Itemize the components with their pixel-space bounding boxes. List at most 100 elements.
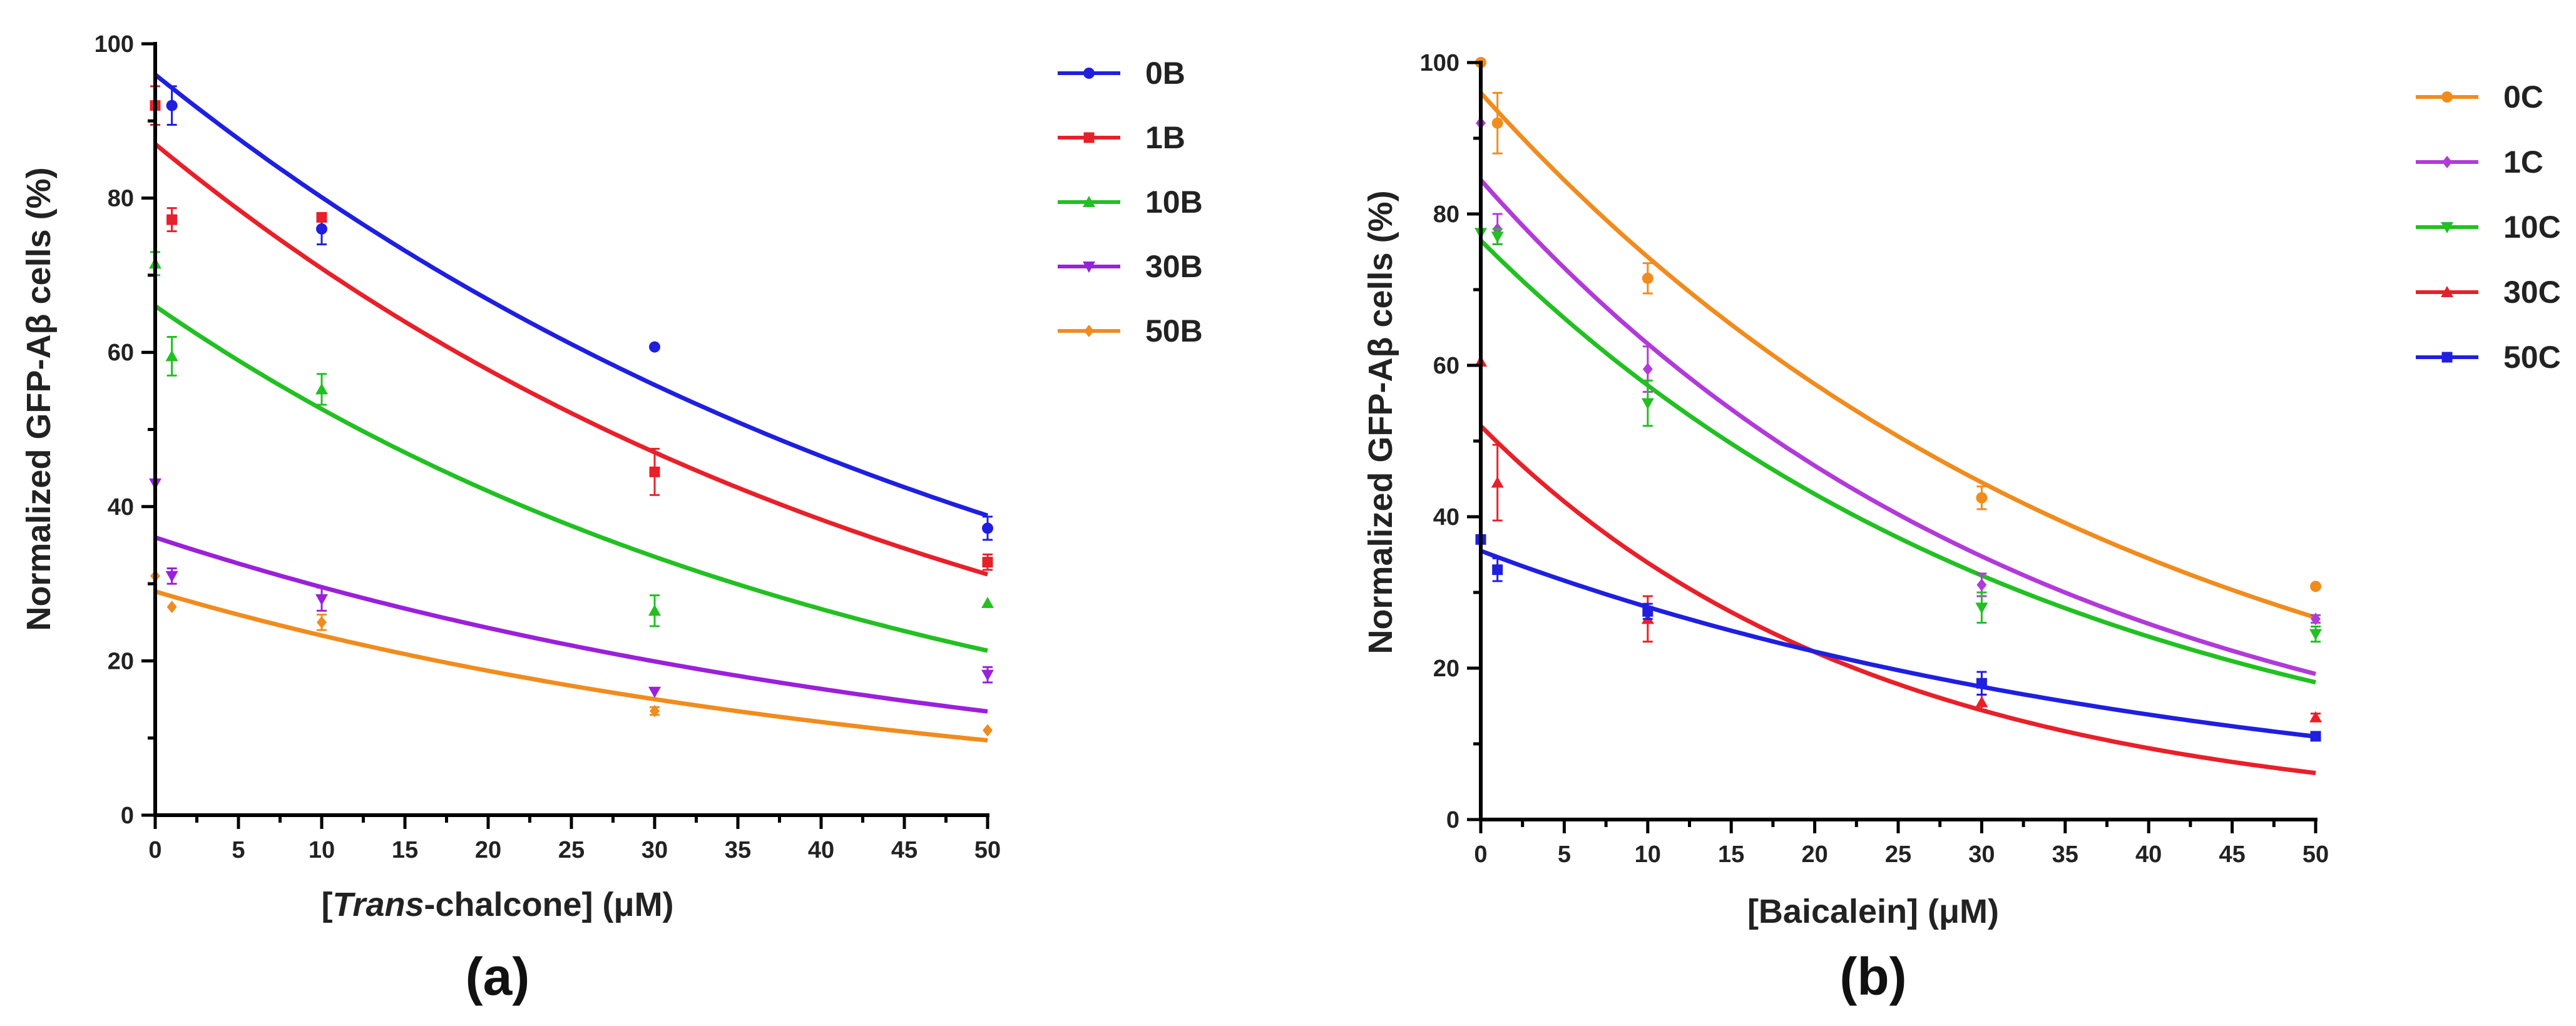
legend-label-10B: 10B [1145, 185, 1203, 220]
data-point-1C [1976, 578, 1987, 591]
data-point-50B [317, 616, 327, 629]
legend-b: 0C 1C 10C 30C 50C [2416, 79, 2561, 375]
y-tick-label-a: 100 [95, 31, 134, 58]
fit-curve-0B [153, 73, 989, 518]
x-axis-title-a: [Trans-chalcone] (μM) [321, 886, 673, 923]
x-tick-label-a: 5 [232, 837, 245, 863]
y-tick-label-b: 0 [1446, 807, 1459, 833]
fit-curve-50C [1480, 549, 2316, 739]
data-point-0C [1976, 492, 1988, 504]
x-axis-title-b: [Baicalein] (μM) [1747, 893, 1999, 930]
data-point-10B [165, 350, 178, 362]
x-tick-label-b: 10 [1635, 841, 1661, 868]
legend-marker-1C [2442, 156, 2452, 168]
data-point-10B [315, 383, 328, 395]
data-point-0B [166, 99, 178, 111]
x-tick-label-b: 35 [2052, 841, 2078, 868]
data-point-30C [2309, 711, 2322, 723]
data-point-1C [2311, 612, 2321, 626]
x-tick-label-b: 25 [1885, 841, 1911, 868]
data-point-50C [2310, 731, 2321, 742]
data-point-50B [983, 724, 993, 737]
x-tick-label-a: 35 [725, 837, 751, 863]
x-tick-label-a: 30 [641, 837, 668, 863]
y-tick-label-b: 20 [1433, 656, 1459, 682]
data-point-30B [981, 669, 994, 681]
data-point-30B [648, 686, 661, 698]
legend-marker-10B [1083, 196, 1095, 207]
fit-curve-10B [154, 304, 988, 653]
data-point-10B [648, 604, 661, 616]
y-tick-label-b: 80 [1433, 201, 1459, 228]
y-axis-title-b: Normalized GFP-Aβ cells (%) [1362, 190, 1399, 654]
legend-marker-50C [2441, 352, 2453, 363]
data-point-0B [982, 522, 993, 534]
fit-curve-0C [1479, 91, 2317, 620]
data-point-30C [1975, 696, 1988, 708]
data-point-0B [316, 223, 327, 235]
data-point-10C [1975, 602, 1988, 614]
x-axis-title-a-italic: Trans [332, 886, 424, 923]
data-point-0C [2310, 581, 2321, 592]
fit-curve-1B [153, 142, 988, 577]
y-tick-label-b: 100 [1420, 50, 1459, 76]
legend-marker-0B [1083, 68, 1095, 79]
x-tick-label-a: 0 [148, 837, 161, 863]
y-tick-label-a: 80 [108, 186, 134, 212]
x-tick-label-a: 45 [891, 837, 917, 863]
legend-marker-1B [1083, 132, 1095, 143]
data-point-30B [315, 594, 328, 606]
data-point-50B [166, 601, 177, 614]
data-point-10C [2309, 629, 2322, 641]
x-tick-label-b: 15 [1718, 841, 1744, 868]
x-axis-title-a-suffix: -chalcone] (μM) [424, 886, 674, 923]
data-point-1B [649, 466, 660, 477]
legend-marker-30C [2441, 286, 2453, 297]
data-point-50C [1642, 606, 1653, 617]
chart-panel-b: 0 5 10 15 20 25 30 35 40 45 50 0 20 40 60 80 100 Normali… [1362, 50, 2561, 1006]
fit-curve-30B [154, 535, 988, 714]
y-tick-label-a: 0 [121, 803, 134, 829]
x-tick-label-a: 20 [475, 837, 501, 863]
data-point-1B [166, 214, 178, 225]
data-point-10B [981, 596, 994, 608]
x-tick-label-a: 10 [309, 837, 335, 863]
legend-label-30B: 30B [1145, 249, 1203, 284]
data-point-0B [649, 341, 660, 353]
data-point-10C [1491, 231, 1504, 243]
fit-curve-1C [1479, 178, 2316, 676]
x-tick-label-b: 0 [1474, 841, 1487, 868]
data-point-0C [1491, 117, 1503, 129]
legend-label-50C: 50C [2503, 340, 2561, 375]
x-tick-label-b: 5 [1558, 841, 1571, 868]
data-point-1B [982, 557, 993, 568]
panel-label-b: (b) [1839, 947, 1906, 1006]
legend-label-1C: 1C [2503, 145, 2543, 180]
x-tick-label-b: 40 [2135, 841, 2162, 868]
legend-marker-0C [2441, 91, 2453, 103]
legend-marker-10C [2441, 222, 2453, 233]
chart-panel-a: 0 5 10 15 20 25 30 35 40 45 50 0 20 40 60 80 100 Normali… [20, 31, 1203, 1006]
legend-label-1B: 1B [1145, 120, 1185, 155]
legend-label-50B: 50B [1145, 313, 1203, 348]
y-tick-label-a: 40 [108, 494, 134, 521]
panel-label-a: (a) [466, 947, 530, 1006]
y-tick-label-a: 20 [108, 648, 134, 674]
data-point-1B [316, 211, 327, 223]
data-point-1C [1642, 363, 1653, 376]
data-point-0C [1642, 272, 1653, 284]
legend-a: 0B 1B 10B 30B 50B [1058, 56, 1203, 348]
legend-label-10C: 10C [2503, 210, 2561, 245]
x-tick-label-a: 15 [392, 837, 418, 863]
y-tick-label-a: 60 [108, 340, 134, 366]
legend-label-0B: 0B [1145, 56, 1185, 91]
data-point-50B [650, 704, 660, 718]
fit-curve-10C [1479, 238, 2316, 685]
legend-marker-50B [1084, 325, 1094, 337]
y-axis-title-a: Normalized GFP-Aβ cells (%) [20, 167, 58, 631]
legend-marker-30B [1083, 262, 1095, 273]
data-point-10C [1641, 398, 1654, 410]
x-tick-label-b: 50 [2303, 841, 2329, 868]
data-point-30C [1491, 476, 1504, 488]
